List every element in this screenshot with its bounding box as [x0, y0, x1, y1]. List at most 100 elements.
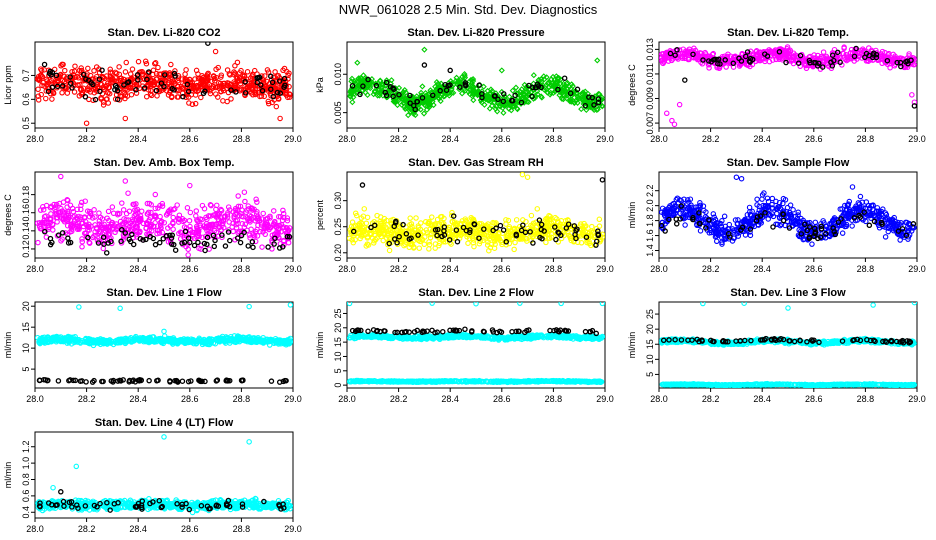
point-black [242, 90, 249, 96]
point-main [363, 243, 370, 249]
point-main [591, 95, 598, 102]
point-main [129, 222, 135, 228]
point-main [870, 202, 876, 208]
point-black [281, 75, 288, 82]
point-black [503, 239, 510, 245]
point-main [94, 226, 100, 232]
point-main [664, 209, 671, 216]
point-main [534, 233, 540, 240]
point-main [448, 89, 455, 97]
point-main [59, 236, 65, 242]
point-black [802, 221, 808, 228]
x-tick-label: 28.6 [805, 134, 823, 144]
point-black [534, 81, 541, 87]
point-main [212, 84, 219, 91]
point-black [100, 234, 107, 240]
point-main [884, 217, 890, 223]
point-main [220, 98, 226, 104]
y-tick-label: 0.011 [645, 63, 655, 85]
x-tick-label: 28.2 [78, 264, 96, 274]
point-main [466, 78, 473, 85]
point-black [47, 241, 54, 248]
point-main [144, 211, 151, 217]
point-black [437, 87, 443, 94]
point-main [112, 69, 119, 76]
point-main [386, 247, 393, 254]
point-main [900, 56, 906, 62]
point-black [666, 216, 672, 223]
point-main [547, 89, 554, 96]
point-main [128, 91, 135, 98]
point-black [168, 241, 175, 247]
y-tick-label: 0.007 [645, 112, 655, 135]
point-black [54, 83, 61, 90]
point-main [594, 57, 601, 64]
point-main [74, 226, 81, 233]
x-tick-label: 29.0 [284, 134, 302, 144]
point-main [476, 240, 483, 247]
point-main [37, 207, 44, 213]
point-main [176, 230, 182, 237]
point-main [425, 220, 432, 226]
point-main [677, 197, 683, 203]
point-black [146, 69, 152, 75]
point-main [35, 239, 41, 246]
point-main [409, 242, 416, 248]
point-black [434, 232, 440, 239]
point-main [35, 97, 42, 103]
point-black [85, 234, 91, 241]
point-main [446, 225, 453, 231]
point-main [199, 202, 206, 209]
x-tick-label: 28.0 [338, 134, 356, 144]
point-main [697, 202, 704, 209]
point-main [47, 216, 53, 222]
y-tick-label: 0.25 [333, 218, 343, 236]
point-main [560, 84, 567, 91]
point-main [571, 99, 578, 107]
point-main [100, 245, 107, 252]
point-black [144, 76, 150, 83]
point-main [147, 91, 154, 97]
point-main [350, 86, 358, 93]
point-black [53, 72, 60, 79]
point-black [853, 45, 859, 52]
point-main [103, 73, 110, 79]
point-main [152, 205, 159, 212]
point-main [565, 217, 571, 224]
point-black [806, 234, 813, 240]
point-black [181, 239, 188, 246]
point-main [506, 225, 512, 232]
point-main [825, 56, 831, 63]
point-black [717, 61, 723, 67]
point-main [378, 88, 385, 95]
point-main [417, 238, 423, 245]
point-main [433, 79, 440, 86]
point-main [241, 189, 248, 195]
point-black [715, 60, 721, 67]
point-main [886, 50, 892, 57]
point-main [578, 94, 585, 102]
point-black [497, 222, 504, 229]
point-main [426, 246, 432, 252]
point-main [679, 55, 686, 61]
point-black [530, 84, 536, 91]
point-black [284, 233, 291, 240]
point-black [281, 84, 287, 90]
point-main [197, 81, 204, 87]
point-main [488, 227, 494, 234]
point-main [719, 218, 725, 224]
point-black [878, 219, 885, 226]
point-main [465, 240, 471, 246]
point-main [201, 81, 207, 87]
point-main [153, 70, 160, 77]
x-tick-label: 28.2 [390, 134, 408, 144]
point-black [501, 91, 507, 97]
point-main [662, 54, 668, 61]
point-black [269, 79, 276, 86]
point-main [135, 58, 142, 65]
point-black [697, 220, 703, 227]
point-main [216, 85, 222, 92]
point-main [152, 191, 159, 198]
point-main [795, 212, 801, 218]
point-black [770, 224, 776, 230]
